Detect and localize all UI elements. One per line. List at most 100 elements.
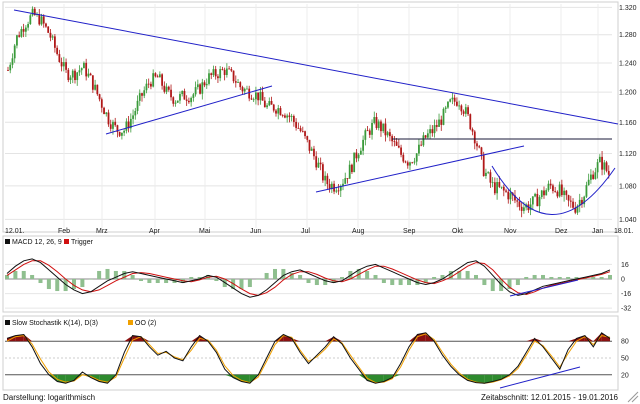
price-candle-body [346,178,349,179]
price-candle-body [415,153,418,162]
price-candle-body [109,124,112,129]
price-candle-body [114,121,117,126]
price-candle-body [190,97,193,103]
price-candle-body [152,73,155,87]
price-candle-body [380,121,382,132]
macd-histogram-bar [398,279,403,286]
price-candle-body [500,186,503,188]
price-candle-body [538,197,541,207]
macd-histogram-bar [432,276,437,279]
price-candle-body [237,82,239,83]
price-candle-body [62,62,65,67]
price-candle-body [411,162,414,164]
price-candle-body [313,148,315,157]
price-candle-body [406,162,409,166]
macd-y-ticks: 16 0 -16 -32 [621,262,631,313]
resize-grip-icon[interactable] [627,391,639,403]
price-y-tick-label: 1.160 [619,120,637,127]
price-candle-body [87,73,90,77]
stochastic-legend: Slow Stochastik K(14), D(3) OO (2) [5,320,156,327]
price-candle-body [480,147,483,155]
price-candle-body [429,129,431,134]
macd-histogram-bar [289,272,294,279]
price-candle-body [545,190,548,196]
price-candle-body [319,162,322,165]
price-grid [5,4,612,228]
trigger-legend-label: Trigger [71,239,94,246]
price-candle-body [217,76,219,79]
price-candle-body [138,93,141,101]
price-candle-body [344,178,347,184]
price-candle-body [118,131,121,136]
price-candle-body [556,191,559,197]
price-x-tick-label: Feb [58,228,70,235]
macd-legend: MACD 12, 26, 9 Trigger [5,239,94,246]
macd-y-tick-label: -32 [621,306,631,313]
macd-histogram-bar [465,270,470,279]
price-candle-body [467,107,469,115]
scale-label: Darstellung: logarithmisch [3,393,96,402]
macd-histogram-bar [130,274,135,279]
price-candle-body [80,68,83,71]
price-candle-body [386,132,389,136]
price-candle-body [143,90,146,96]
oversold-fill [65,374,74,384]
macd-histogram-bar [306,279,311,284]
macd-histogram-bar [80,279,85,288]
price-candle-body [121,132,123,136]
price-candle-body [105,112,108,115]
price-candle-body [225,68,228,75]
price-candle-body [456,101,458,106]
price-candle-body [125,121,128,131]
price-candle-body [176,100,179,103]
price-candle-body [431,129,434,134]
price-candle-body [263,100,266,108]
price-x-tick-label: Sep [403,228,416,235]
macd-histogram-bar [423,279,428,284]
price-candle-body [493,182,496,194]
price-candle-body [181,90,184,95]
oversold-fill [476,374,485,384]
price-candle-body [520,206,523,211]
price-x-ticks: 12.01. Feb Mrz Apr Mai Jun Jul Aug Sep Okt Nov Dez J… [5,228,634,235]
price-candle-body [395,141,398,146]
price-candle-body [596,162,599,173]
price-candle-body [45,23,47,27]
price-candle-body [516,200,519,202]
oversold-fill [484,374,493,384]
price-candle-body [560,184,563,196]
price-candle-body [574,207,577,213]
price-candle-body [27,23,29,28]
price-candle-body [523,207,525,211]
price-candle-body [170,89,172,98]
price-candle-body [252,99,255,101]
stochastic-y-ticks: 80 50 20 [621,339,629,380]
price-candle-body [505,190,507,192]
price-candle-body [167,86,170,90]
macd-histogram-bar [340,276,344,279]
macd-panel: MACD 12, 26, 9 Trigger 16 0 -16 -32 [2,235,631,313]
price-candle-body [444,107,447,109]
price-candle-body [201,82,204,94]
price-candle-body [69,77,72,81]
price-x-tick-label: 12.01. [5,228,25,235]
macd-histogram-bar [46,279,51,290]
price-y-tick-label: 1.320 [619,5,637,12]
oversold-fill [375,374,384,384]
price-x-tick-label: Okt [452,228,463,235]
price-candle-body [239,82,242,88]
price-candle-body [424,135,427,138]
price-candle-body [38,14,41,25]
price-candle-body [259,91,262,101]
macd-histogram-bar [256,279,261,280]
price-candle-body [315,156,318,168]
price-candle-body [31,8,34,16]
overbought-fill [601,332,610,342]
price-candle-body [301,131,304,132]
price-x-tick-label: Mrz [96,228,108,235]
price-candle-body [250,98,253,100]
macd-histogram-bar [608,274,612,279]
price-candle-body [531,196,534,205]
macd-histogram-bar [147,279,152,284]
support-line-jul-okt [315,145,525,193]
